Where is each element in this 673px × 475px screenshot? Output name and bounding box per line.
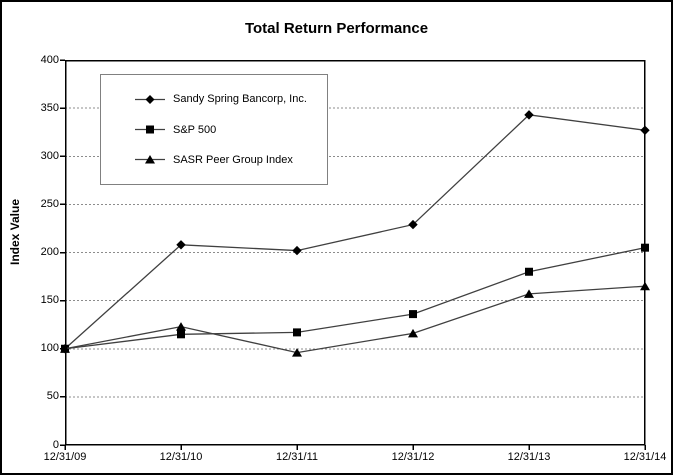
data-point-marker-triangle: [292, 348, 302, 357]
legend-item-sp500: S&P 500: [101, 124, 327, 136]
data-point-marker-square: [177, 330, 185, 339]
y-tick-label: 150: [40, 294, 59, 307]
legend-item-peer-group: SASR Peer Group Index: [101, 154, 327, 166]
x-tick-label: 12/31/09: [43, 451, 87, 463]
x-tick-label: 12/31/13: [507, 451, 551, 463]
plot-area: [60, 59, 650, 450]
series-line: [64, 247, 646, 350]
x-tick-label: 12/31/12: [391, 451, 435, 463]
y-tick-label: 350: [40, 101, 59, 114]
y-tick-label: 300: [40, 149, 59, 162]
data-point-marker-square: [641, 243, 649, 252]
y-axis-tick-labels: 400 350 300 250 200 150 100 50 0: [2, 54, 59, 451]
legend-label: S&P 500: [173, 123, 217, 136]
data-point-marker-triangle: [524, 289, 534, 298]
plot-canvas: [60, 59, 650, 450]
data-point-marker-diamond: [292, 245, 302, 256]
diamond-marker-icon: [135, 94, 165, 104]
data-point-marker-diamond: [408, 219, 418, 230]
plot-border: [64, 59, 646, 446]
data-point-marker-triangle: [60, 344, 70, 353]
y-tick-label: 250: [40, 197, 59, 210]
legend-label: SASR Peer Group Index: [173, 153, 293, 166]
data-point-marker-diamond: [640, 125, 650, 135]
data-point-marker-square: [409, 310, 417, 319]
y-tick-label: 100: [40, 342, 59, 355]
data-point-marker-square: [293, 328, 301, 337]
y-tick-label: 200: [40, 246, 59, 258]
legend: Sandy Spring Bancorp, Inc. S&P 500 SASR …: [100, 74, 328, 185]
data-point-marker-square: [525, 267, 533, 276]
data-point-marker-triangle: [408, 328, 418, 338]
x-tick-label: 12/31/14: [623, 451, 667, 463]
y-tick-label: 400: [40, 53, 59, 66]
x-tick-label: 12/31/10: [159, 451, 203, 463]
x-axis-tick-labels: 12/31/09 12/31/10 12/31/11 12/31/12 12/31/13…: [44, 451, 667, 467]
data-point-marker-diamond: [524, 110, 534, 120]
series-line: [64, 114, 646, 350]
data-point-marker-triangle: [640, 281, 650, 291]
triangle-marker-icon: [135, 155, 165, 164]
data-point-marker-diamond: [176, 240, 186, 250]
y-tick-label: 0: [52, 438, 59, 451]
legend-label: Sandy Spring Bancorp, Inc.: [173, 93, 307, 106]
legend-item-sandy-spring: Sandy Spring Bancorp, Inc.: [101, 93, 327, 105]
square-marker-icon: [135, 125, 165, 134]
y-tick-label: 50: [46, 390, 59, 403]
series-line: [64, 285, 646, 354]
x-tick-label: 12/31/11: [275, 451, 318, 463]
data-point-marker-triangle: [176, 322, 186, 331]
chart-title: Total Return Performance: [244, 20, 429, 37]
